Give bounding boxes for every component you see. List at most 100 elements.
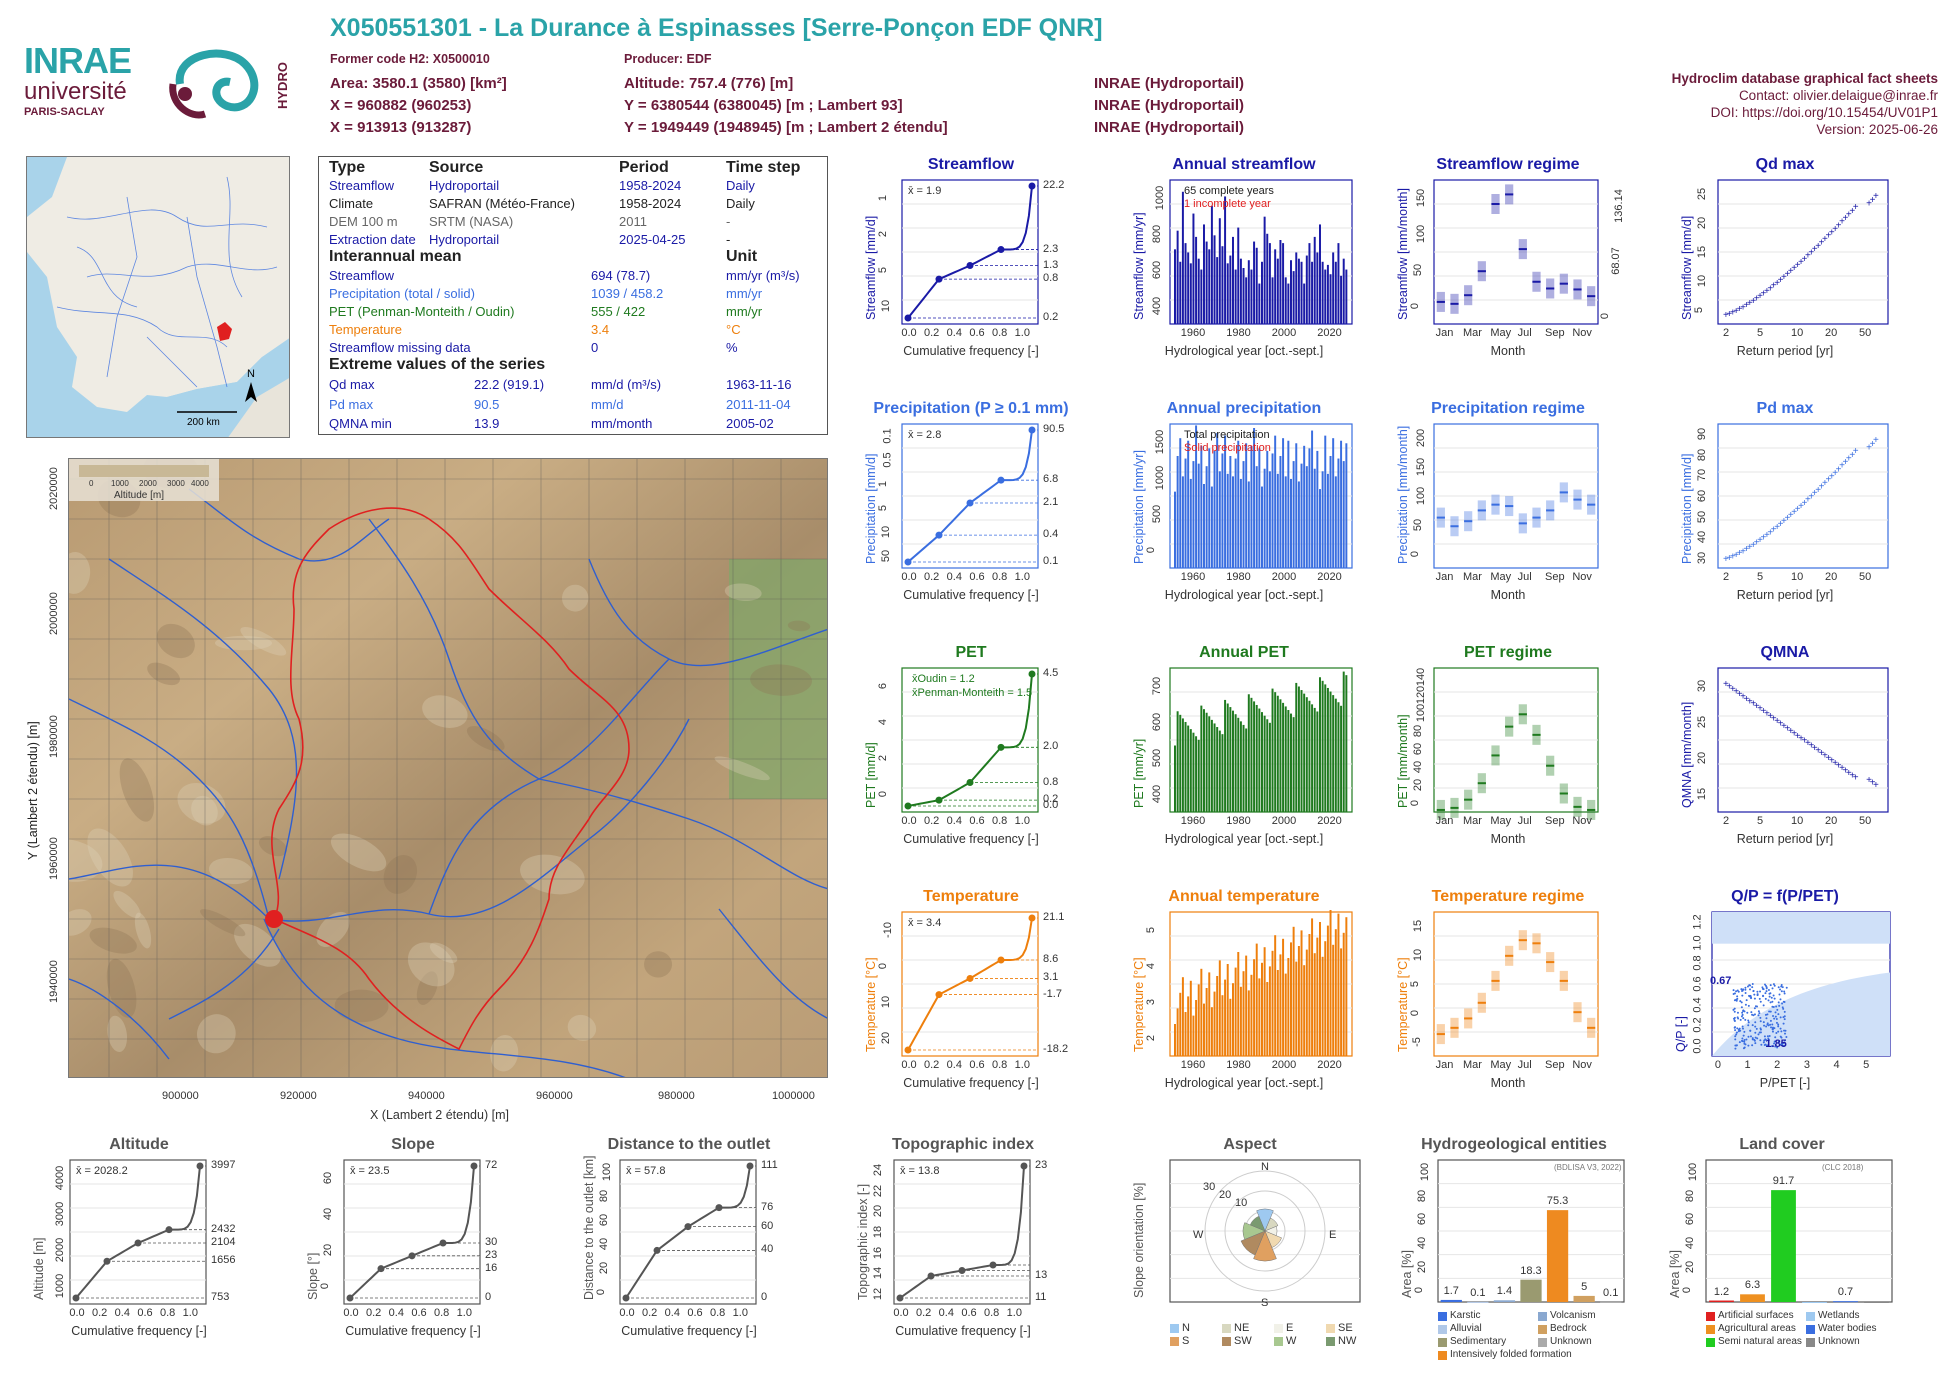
quantile-point bbox=[1028, 426, 1036, 434]
annual-bar bbox=[1332, 944, 1335, 1056]
annual-bar bbox=[1340, 440, 1343, 568]
annual-bar bbox=[1345, 443, 1348, 568]
y-tick-label: 40 bbox=[1684, 1236, 1697, 1249]
budyko-point bbox=[1752, 990, 1755, 993]
right-tick-label: 2.3 bbox=[1043, 242, 1059, 255]
x-tick-label: 3 bbox=[1803, 1059, 1810, 1071]
hydrogeology-panel: Hydrogeological entities Area [%] 1.7 0.1 1.… bbox=[1394, 1136, 1634, 1366]
annual-bar bbox=[1255, 466, 1258, 568]
row-source: Hydroportail bbox=[429, 178, 500, 193]
right-tick-label: 136.14 bbox=[1612, 189, 1625, 223]
rp-point: + bbox=[1819, 748, 1825, 759]
annual-bar bbox=[1266, 233, 1269, 324]
extreme-date: 1963-11-16 bbox=[726, 377, 792, 392]
budyko-point bbox=[1751, 983, 1754, 986]
chart-svg bbox=[1705, 1159, 1893, 1303]
chart-svg bbox=[901, 667, 1039, 813]
rose-direction-label: W bbox=[1193, 1229, 1204, 1241]
annual-bar bbox=[1345, 269, 1348, 324]
right-tick-label: 22.2 bbox=[1043, 179, 1065, 191]
y-tick-label: 16 bbox=[872, 1246, 885, 1259]
annual-bar bbox=[1239, 986, 1242, 1056]
rp-point: + bbox=[1781, 516, 1787, 527]
annual-bar bbox=[1179, 992, 1182, 1056]
category-bar bbox=[1864, 1302, 1889, 1303]
budyko-point bbox=[1754, 1021, 1757, 1024]
x-tick-label: 2020 bbox=[1317, 327, 1342, 339]
x-tick-label: Mar bbox=[1463, 327, 1482, 339]
legend-swatch bbox=[1222, 1337, 1231, 1346]
y-axis-label: Streamflow [mm/month] bbox=[1396, 188, 1410, 320]
annual-bar bbox=[1229, 255, 1232, 324]
extreme-value: 13.9 bbox=[474, 416, 500, 431]
annual-bar bbox=[1329, 274, 1332, 324]
x-lambert2e: X = 913913 (913287) bbox=[330, 119, 472, 136]
right-tick-label: 2432 bbox=[211, 1222, 236, 1235]
rp-point: + bbox=[1778, 718, 1784, 729]
budyko-point bbox=[1733, 999, 1736, 1002]
right-tick-label: 8.6 bbox=[1043, 952, 1059, 965]
annual-bar bbox=[1292, 926, 1295, 1056]
annual-bar bbox=[1197, 984, 1200, 1056]
budyko-point bbox=[1781, 986, 1784, 989]
budyko-annotation: 1.85 bbox=[1765, 1038, 1787, 1050]
budyko-point bbox=[1737, 1028, 1740, 1031]
annual-bar bbox=[1287, 958, 1290, 1056]
y-tick-label: 3000 bbox=[54, 1201, 67, 1227]
annual-bar bbox=[1210, 486, 1213, 568]
map-xtick: 960000 bbox=[536, 1090, 573, 1102]
x-tick-label: 1980 bbox=[1226, 327, 1251, 339]
quantile-point bbox=[746, 1162, 754, 1170]
budyko-point bbox=[1755, 1027, 1758, 1030]
map-xtick: 980000 bbox=[658, 1090, 695, 1102]
x-tick-label: 1.0 bbox=[1014, 1059, 1030, 1071]
annual-bar bbox=[1297, 946, 1300, 1056]
x-tick-label: 1.0 bbox=[1014, 571, 1030, 583]
rp-point: + bbox=[1822, 478, 1828, 489]
budyko-point bbox=[1773, 997, 1776, 1000]
row-period: 2025-04-25 bbox=[619, 232, 686, 247]
y-tick-label: 5 bbox=[877, 266, 890, 274]
altitude-panel: Altitude Cumulative frequency [-] Altitude… bbox=[26, 1136, 252, 1346]
budyko-point bbox=[1744, 988, 1747, 991]
right-tick-label: 0 bbox=[485, 1291, 492, 1303]
budyko-point bbox=[1775, 1005, 1778, 1008]
budyko-point bbox=[1771, 1000, 1774, 1003]
y-axis-label: PET [mm/yr] bbox=[1132, 738, 1146, 808]
annual-bar bbox=[1297, 481, 1300, 568]
budyko-point bbox=[1748, 984, 1751, 987]
annual-bar bbox=[1192, 213, 1195, 324]
annual-bar bbox=[1255, 704, 1258, 812]
budyko-point bbox=[1739, 1000, 1742, 1003]
chart-svg bbox=[901, 423, 1039, 569]
budyko-point bbox=[1783, 990, 1786, 993]
annual-bar bbox=[1237, 952, 1240, 1056]
y-tick-label: 50 bbox=[880, 549, 893, 563]
x-tick-label: 0.4 bbox=[946, 815, 962, 827]
bar-value-label: 1.7 bbox=[1443, 1284, 1459, 1297]
budyko-point bbox=[1777, 1023, 1780, 1026]
annual-bar bbox=[1216, 727, 1219, 812]
right-tick-label: 21.1 bbox=[1043, 911, 1065, 923]
annual-bar bbox=[1295, 443, 1298, 568]
annual-bar bbox=[1213, 450, 1216, 568]
x-tick-label: 0.4 bbox=[946, 327, 962, 339]
extreme-label: Pd max bbox=[329, 397, 374, 412]
annual-bar bbox=[1292, 717, 1295, 812]
x-tick-label: 0.4 bbox=[946, 1059, 962, 1071]
rp-point: + bbox=[1784, 269, 1790, 280]
y-axis-label: Area [%] bbox=[1668, 1250, 1682, 1298]
source-3: INRAE (Hydroportail) bbox=[1094, 119, 1244, 136]
chart-svg bbox=[1433, 911, 1599, 1057]
y-tick-label: 25 bbox=[1696, 188, 1709, 201]
mean-label: x̄ = 3.4 bbox=[908, 917, 942, 929]
pet-fdc-panel: PET Cumulative frequency [-] PET [mm/d] 4.5… bbox=[858, 644, 1084, 854]
mean-unit: mm/yr bbox=[726, 304, 763, 319]
quantile-point bbox=[935, 796, 943, 804]
right-tick-label: 23 bbox=[1035, 1159, 1048, 1171]
annual-bar bbox=[1221, 734, 1224, 812]
x-tick-label: 1.0 bbox=[732, 1307, 748, 1319]
y-tick-label: 40 bbox=[598, 1237, 611, 1251]
budyko-point bbox=[1757, 1010, 1760, 1013]
annual-bar bbox=[1316, 937, 1319, 1056]
